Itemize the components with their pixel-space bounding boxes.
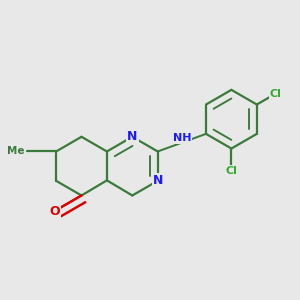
Text: Me: Me: [7, 146, 24, 157]
Text: O: O: [49, 206, 60, 218]
Text: Cl: Cl: [270, 88, 282, 98]
Text: N: N: [152, 174, 163, 187]
Text: N: N: [127, 130, 137, 143]
Text: Cl: Cl: [226, 166, 237, 176]
Text: NH: NH: [172, 133, 191, 143]
